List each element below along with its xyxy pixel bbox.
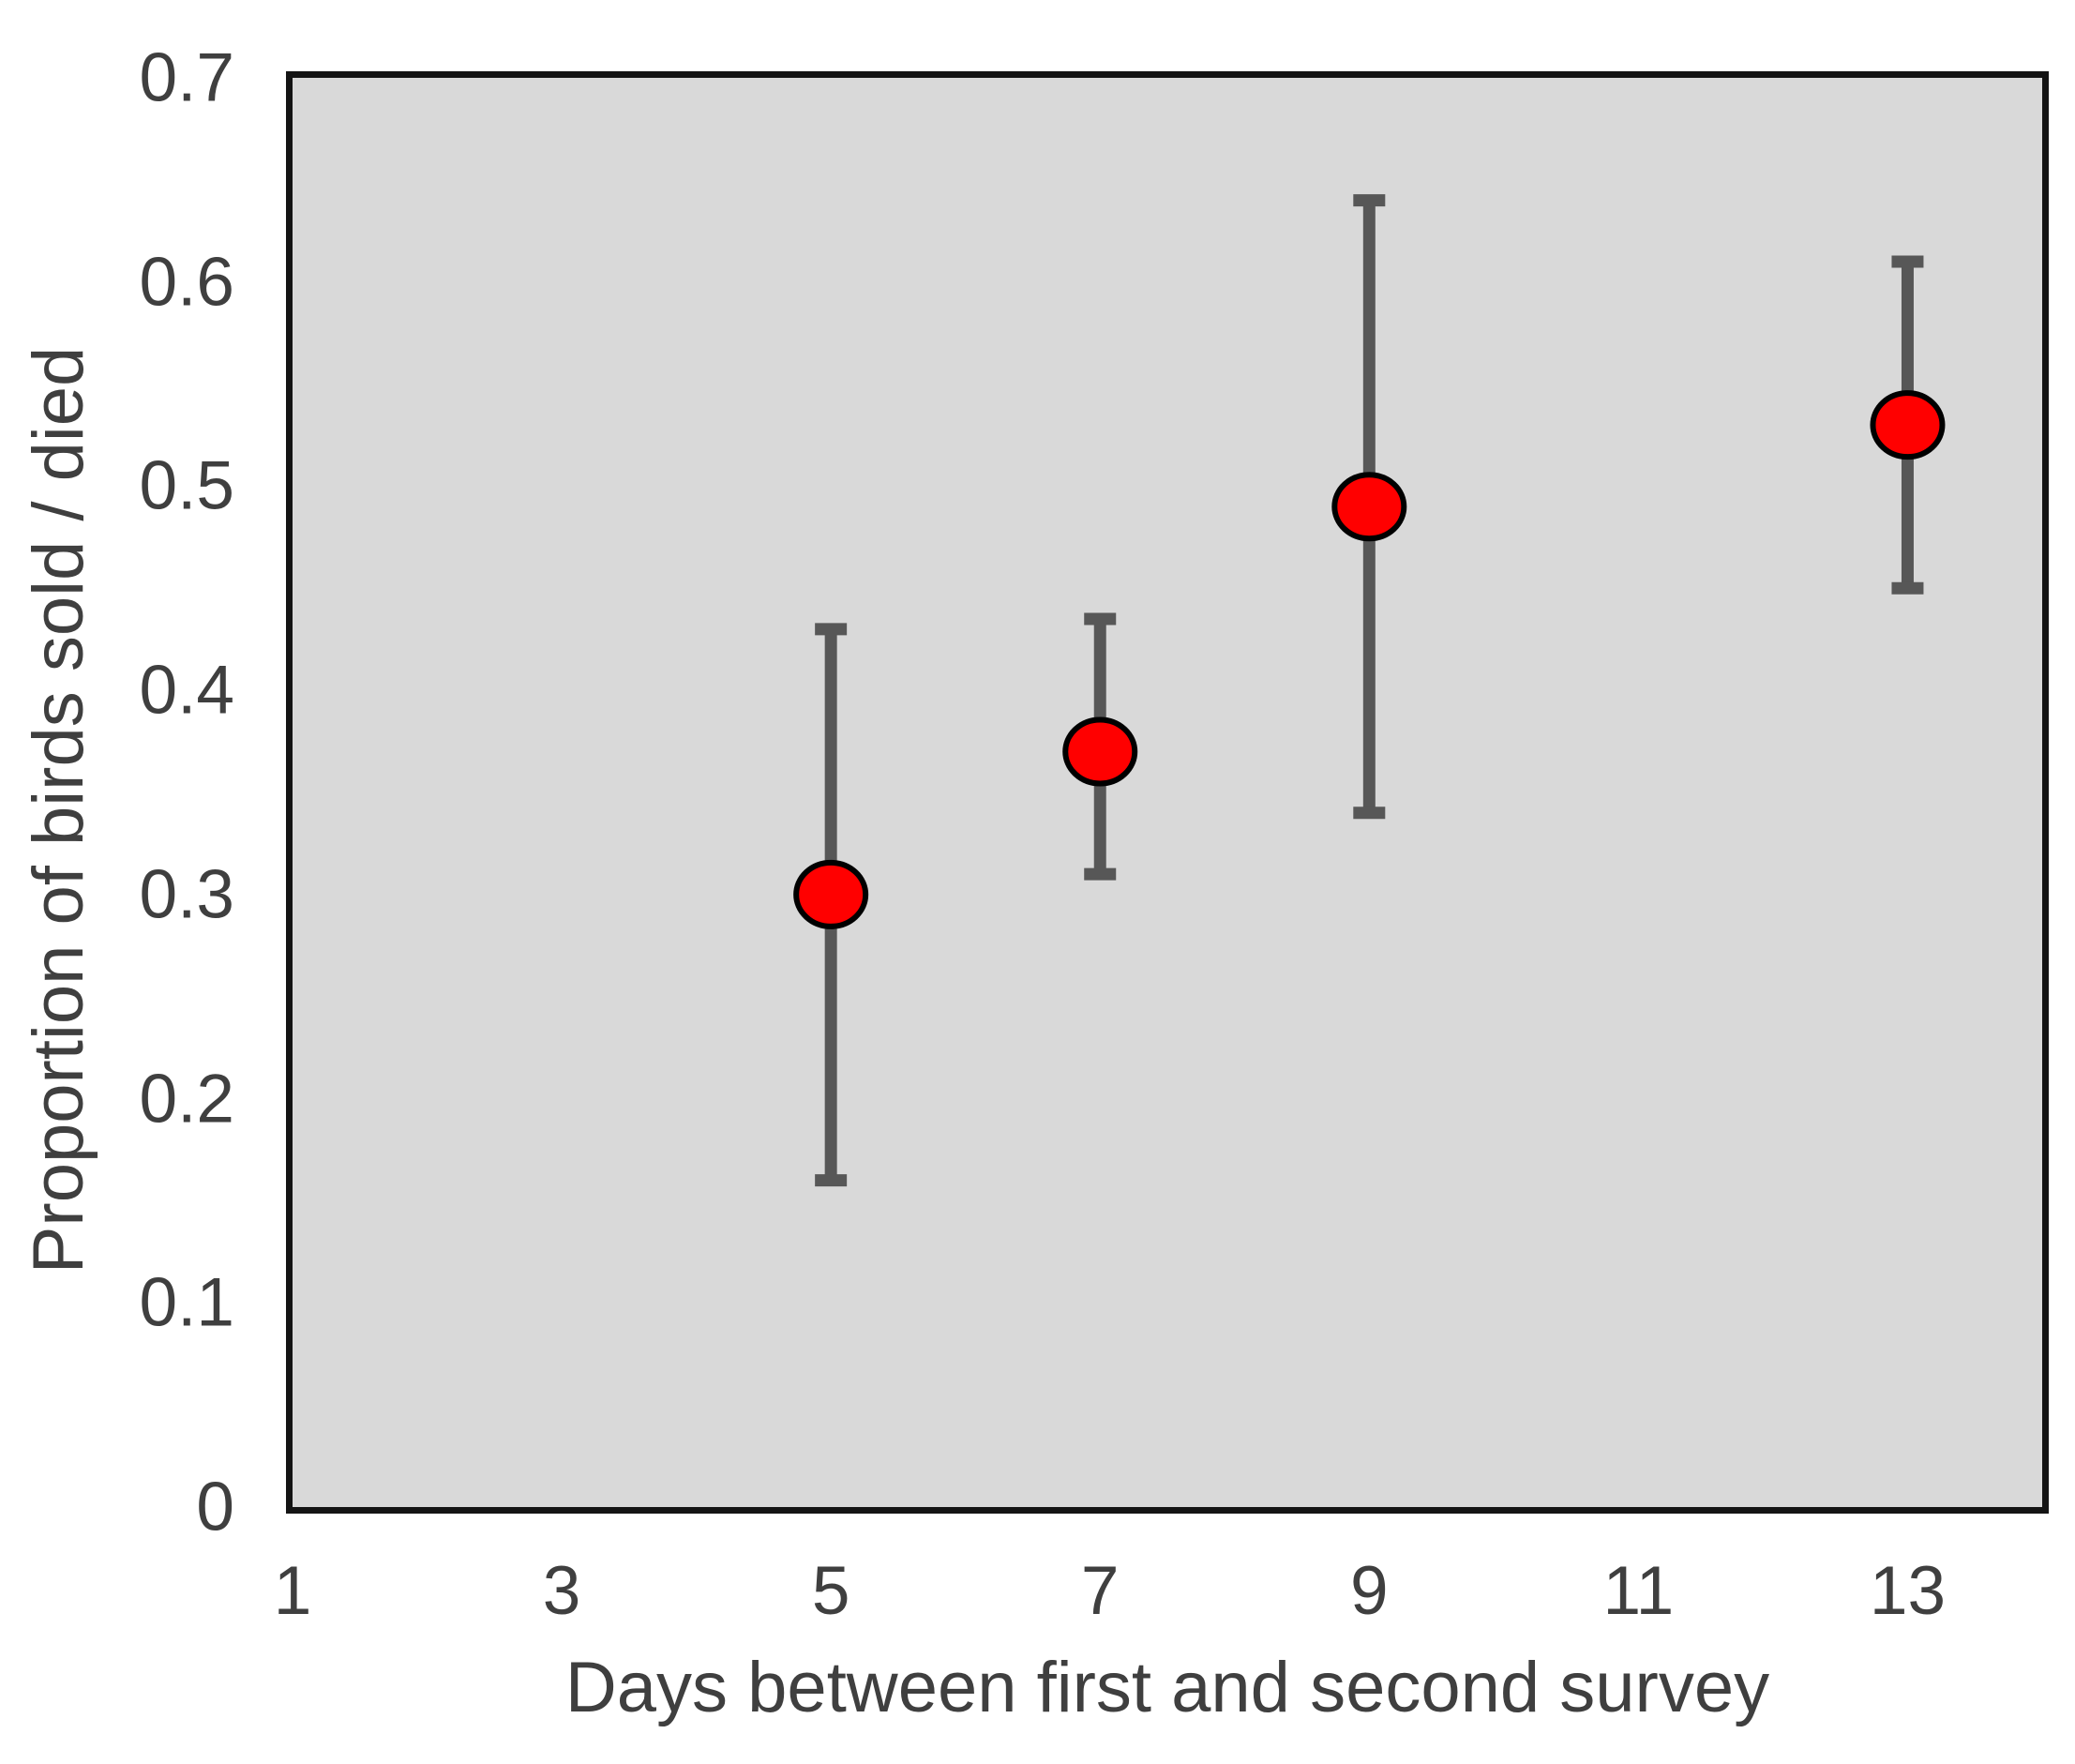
plot-area	[286, 71, 2049, 1514]
x-tick-label: 7	[1080, 1553, 1120, 1629]
x-tick-label: 1	[273, 1553, 312, 1629]
y-tick-label: 0.5	[139, 447, 234, 524]
y-tick-label: 0.4	[139, 652, 234, 729]
x-tick-label: 11	[1602, 1553, 1675, 1629]
y-tick-label: 0.7	[139, 39, 234, 116]
x-tick-label: 5	[811, 1553, 850, 1629]
x-tick-label: 13	[1869, 1553, 1947, 1629]
y-tick-label: 0.3	[139, 856, 234, 933]
y-tick-label: 0.1	[139, 1264, 234, 1341]
y-tick-label: 0.2	[139, 1061, 234, 1138]
x-axis-title: Days between first and second survey	[564, 1648, 1770, 1727]
y-tick-label: 0	[196, 1469, 234, 1545]
y-axis-title: Proportion of birds sold / died	[19, 346, 98, 1274]
x-tick-label: 9	[1349, 1553, 1389, 1629]
y-tick-label: 0.6	[139, 244, 234, 321]
x-tick-label: 3	[542, 1553, 581, 1629]
